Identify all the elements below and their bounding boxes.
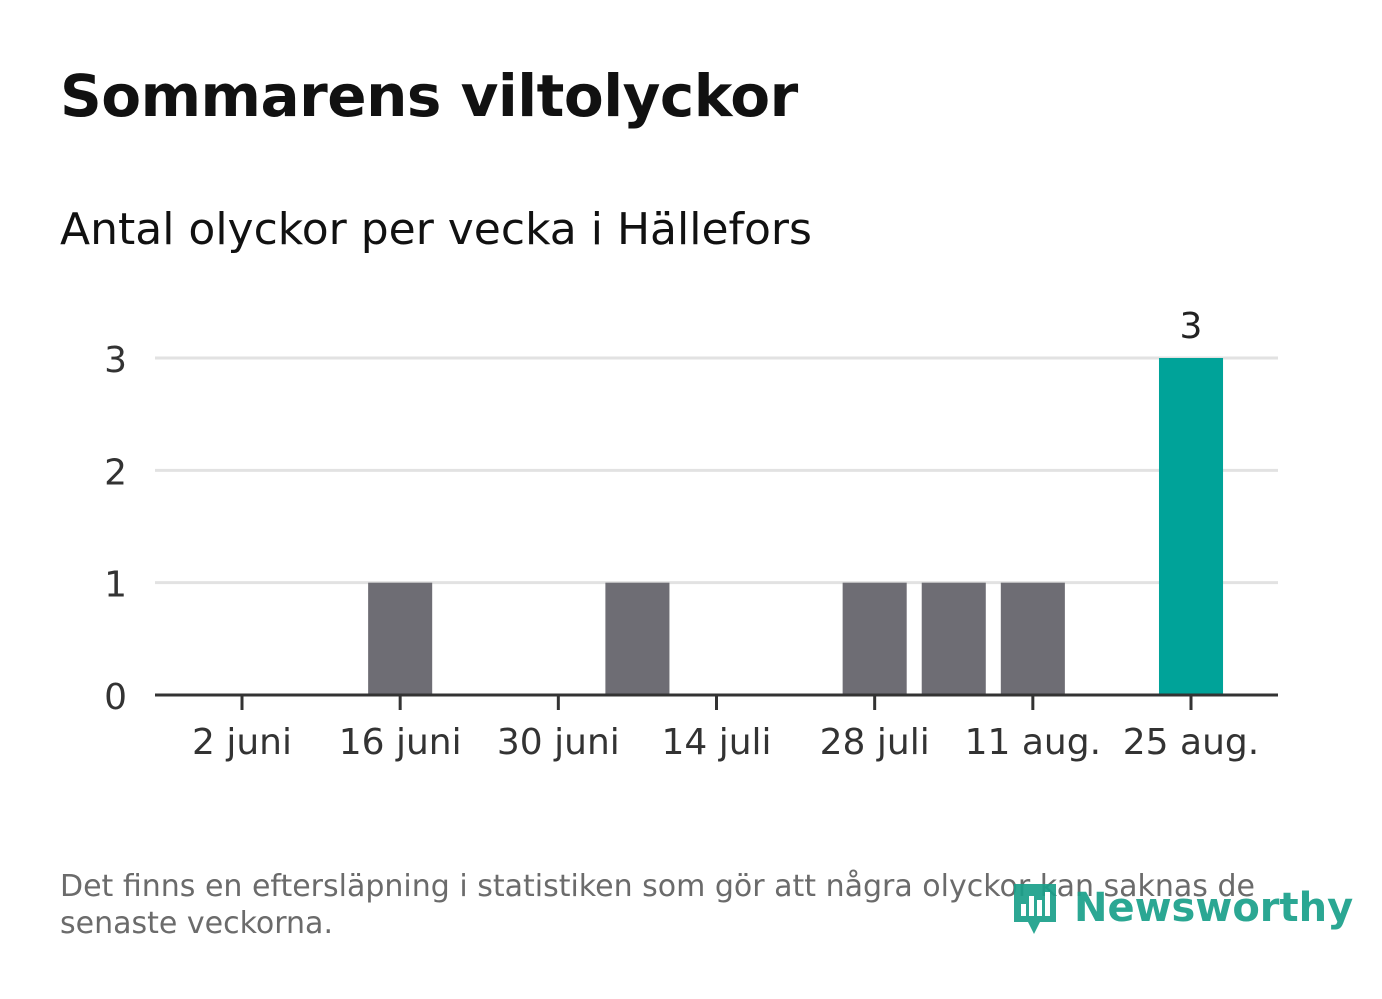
bars xyxy=(368,358,1224,695)
newsworthy-logo-icon xyxy=(1014,884,1056,934)
x-tick-label: 25 aug. xyxy=(1123,722,1259,763)
y-tick-label: 1 xyxy=(104,565,127,606)
x-axis: 2 juni 16 juni 30 juni 14 juli 28 juli 11 aug… xyxy=(155,693,1278,763)
newsworthy-logo: Newsworthy xyxy=(1010,878,1353,938)
x-tick-label: 14 juli xyxy=(661,722,771,763)
bar-7-juli xyxy=(605,582,670,695)
chart-subtitle: Antal olyckor per vecka i Hällefors xyxy=(60,204,812,255)
x-tick-label: 28 juli xyxy=(820,722,930,763)
bar-4-aug xyxy=(921,582,986,695)
y-tick-label: 3 xyxy=(104,340,127,381)
bar-28-juli xyxy=(842,582,907,695)
x-tick-label: 2 juni xyxy=(192,722,292,763)
bar-25-aug xyxy=(1158,358,1224,695)
bar-11-aug xyxy=(1000,582,1065,695)
y-axis-ticks: 0 1 2 3 xyxy=(104,340,127,718)
y-tick-label: 2 xyxy=(104,452,127,493)
chart-title: Sommarens viltolyckor xyxy=(60,62,798,130)
bar-chart: 0 1 2 3 2 juni 16 juni 30 juni 14 juli 28 juli 1… xyxy=(104,306,1278,763)
data-label: 3 xyxy=(1180,306,1203,347)
x-tick-label: 11 aug. xyxy=(965,722,1101,763)
newsworthy-logo-text: Newsworthy xyxy=(1074,885,1354,931)
gridlines xyxy=(155,356,1278,585)
x-tick-label: 30 juni xyxy=(497,722,620,763)
data-labels: 3 xyxy=(1180,306,1203,347)
bar-16-juni xyxy=(368,582,433,695)
x-tick-label: 16 juni xyxy=(339,722,462,763)
y-tick-label: 0 xyxy=(104,677,127,718)
